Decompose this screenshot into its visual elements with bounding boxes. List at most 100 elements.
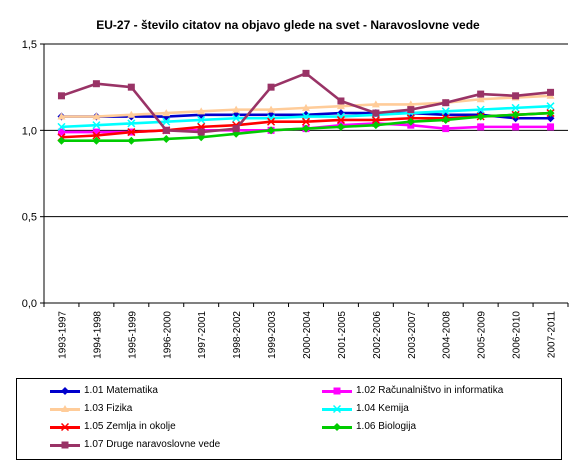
data-point [92, 80, 100, 88]
data-point [512, 123, 520, 131]
data-point [476, 112, 485, 121]
x-tick-label: 2002-2006 [372, 311, 383, 359]
legend-marker [61, 387, 69, 395]
legend-label: 1.05 Zemlja in okolje [84, 421, 176, 432]
data-point [371, 115, 380, 125]
data-point [441, 115, 450, 124]
x-tick-label: 1997-2001 [197, 311, 208, 359]
data-point [232, 125, 240, 133]
data-point [371, 100, 380, 108]
data-point [92, 112, 101, 120]
data-point [442, 99, 450, 107]
data-point [232, 114, 241, 123]
data-point [197, 107, 206, 115]
legend-marker [61, 405, 69, 412]
legend-label: 1.02 Računalništvo in informatika [356, 385, 504, 396]
data-point [546, 102, 555, 111]
legend-item: 1.07 Druge naravoslovne vede [50, 437, 220, 453]
y-tick-label: 0,0 [22, 298, 37, 310]
legend-item: 1.02 Računalništvo in informatika [322, 383, 503, 399]
data-point [441, 107, 450, 116]
data-point [57, 92, 65, 100]
x-tick-label: 2001-2005 [337, 311, 348, 359]
legend-marker [333, 387, 341, 395]
x-tick-label: 2007-2011 [547, 311, 558, 359]
legend-swatch [50, 419, 80, 435]
data-point [267, 126, 276, 135]
legend-swatch [322, 383, 352, 399]
legend-item: 1.05 Zemlja in okolje [50, 419, 176, 435]
data-point [476, 105, 485, 114]
data-point [336, 122, 345, 131]
legend-swatch [50, 401, 80, 417]
legend-label: 1.04 Kemija [356, 403, 409, 414]
legend-marker [61, 441, 69, 449]
data-point [92, 131, 101, 140]
legend-item: 1.03 Fizika [50, 401, 132, 417]
data-point [442, 125, 450, 133]
data-point [162, 134, 171, 143]
data-point [57, 112, 66, 120]
data-point [546, 109, 555, 118]
x-tick-label: 2005-2009 [477, 311, 488, 359]
y-tick-label: 1,5 [22, 39, 37, 51]
data-point [127, 110, 136, 118]
legend-swatch [322, 419, 352, 435]
data-point [267, 117, 276, 126]
legend-marker [333, 423, 341, 431]
data-point [511, 110, 520, 119]
data-point [302, 69, 310, 77]
x-tick-label: 2000-2004 [302, 311, 313, 359]
data-point [92, 121, 101, 130]
data-point [302, 103, 310, 111]
legend-item: 1.01 Matematika [50, 383, 158, 399]
data-point [162, 109, 171, 117]
data-point [512, 92, 520, 100]
legend-item: 1.04 Kemija [322, 401, 409, 417]
data-point [336, 102, 345, 110]
data-point [57, 122, 66, 131]
data-point [477, 123, 485, 131]
legend-marker [333, 405, 341, 413]
data-point [57, 128, 65, 136]
x-tick-label: 2006-2010 [512, 311, 523, 359]
data-point [127, 119, 136, 128]
x-tick-label: 1995-1999 [127, 311, 138, 359]
data-point [267, 105, 276, 113]
legend-label: 1.03 Fizika [84, 403, 133, 414]
x-tick-label: 1993-1997 [57, 311, 68, 359]
chart-title: EU-27 - število citatov na objavo glede … [96, 18, 480, 32]
legend-item: 1.06 Biologija [322, 419, 416, 435]
data-point [57, 136, 66, 145]
data-point [477, 90, 485, 98]
data-point [371, 121, 380, 130]
x-tick-label: 2004-2008 [442, 311, 453, 359]
data-point [162, 126, 170, 134]
x-tick-label: 1999-2003 [267, 311, 278, 359]
legend-label: 1.07 Druge naravoslovne vede [84, 439, 221, 450]
legend-label: 1.01 Matematika [84, 385, 158, 396]
legend: 1.01 Matematika 1.02 Računalništvo in inf… [16, 378, 562, 460]
line-chart: 1993-1997 1994-1998 1995-1999 1996-2000 1997… [22, 39, 569, 359]
x-tick-label: 1994-1998 [92, 311, 103, 359]
data-point [406, 117, 415, 126]
data-point [476, 95, 485, 103]
data-point [407, 106, 415, 114]
data-point [406, 100, 415, 108]
data-point [267, 83, 275, 91]
legend-marker [61, 423, 69, 431]
data-point [197, 115, 206, 125]
data-point [547, 88, 555, 96]
data-point [127, 136, 136, 145]
data-point [92, 128, 100, 136]
data-point [336, 115, 345, 125]
data-point [547, 123, 555, 131]
data-point [302, 124, 310, 133]
legend-swatch [50, 383, 80, 399]
data-point [162, 117, 171, 126]
data-point [127, 128, 136, 137]
data-point [337, 97, 345, 105]
data-point [511, 103, 520, 112]
data-point [372, 109, 380, 117]
data-point [232, 105, 241, 113]
